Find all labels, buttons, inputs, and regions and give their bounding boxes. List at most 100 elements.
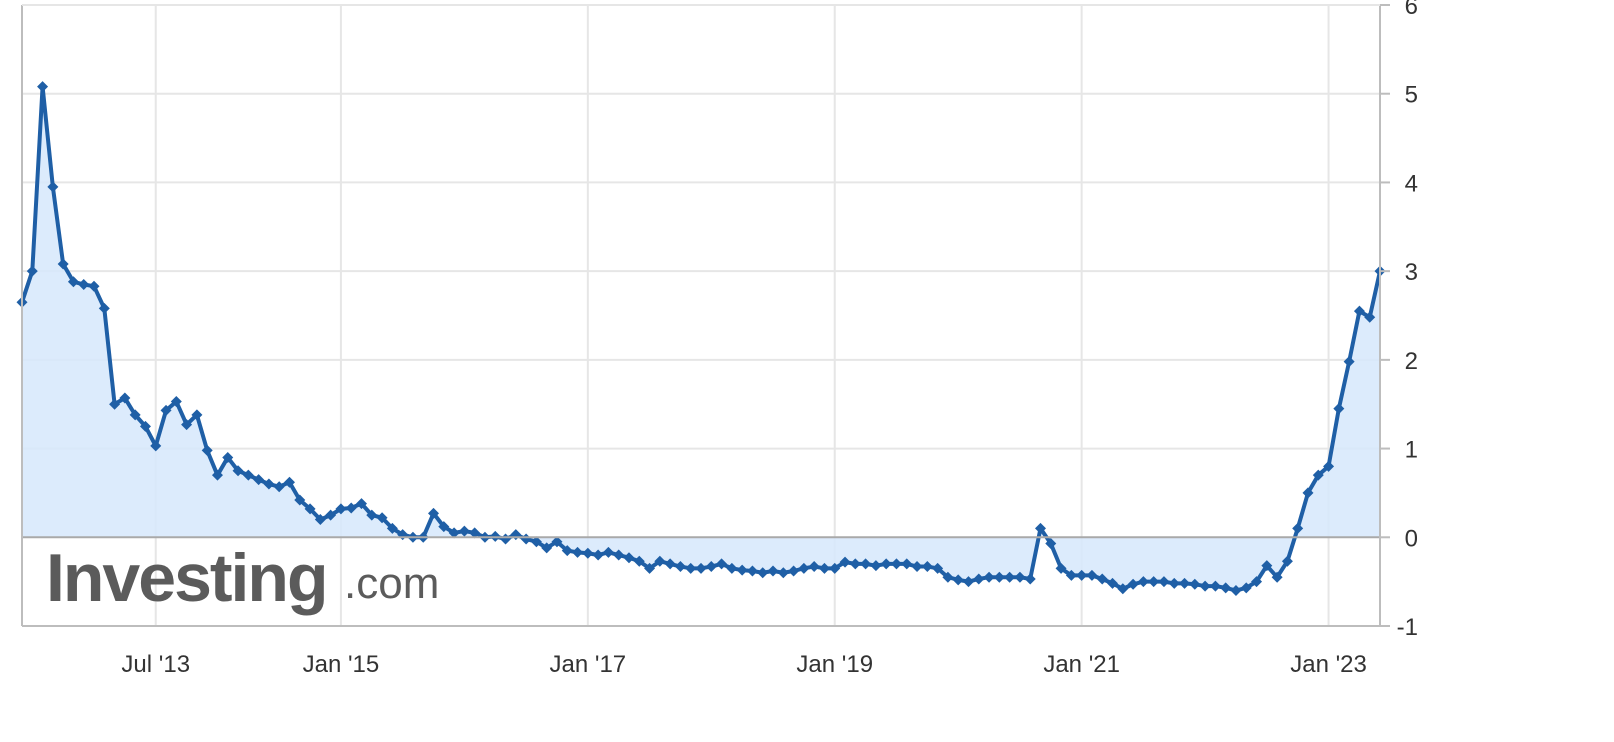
- data-point: [788, 565, 800, 577]
- data-point: [201, 444, 213, 456]
- data-point: [911, 561, 923, 573]
- data-point: [57, 258, 69, 270]
- data-point: [458, 525, 470, 537]
- area-fill-path: [22, 86, 1380, 591]
- data-point: [1045, 537, 1057, 549]
- data-point: [222, 451, 234, 463]
- data-point: [561, 545, 573, 557]
- data-point: [860, 558, 872, 570]
- data-point: [1251, 576, 1263, 588]
- data-point: [592, 549, 604, 561]
- x-tick-label: Jan '17: [550, 651, 627, 678]
- data-point: [438, 521, 450, 533]
- y-tick-label: -1: [1397, 614, 1418, 641]
- data-point: [345, 502, 357, 514]
- y-tick-label: 2: [1405, 348, 1418, 375]
- data-point: [1024, 573, 1036, 585]
- data-point: [139, 420, 151, 432]
- data-point: [1261, 560, 1273, 572]
- x-axis-tick-labels: Jul '13 Jan '15 Jan '17 Jan '19 Jan '21 Jan '…: [121, 651, 1366, 678]
- data-point: [623, 552, 635, 564]
- data-point: [129, 409, 141, 421]
- y-tick-label: 3: [1405, 259, 1418, 286]
- data-point: [829, 562, 841, 574]
- data-point: [67, 276, 79, 288]
- data-point: [1076, 569, 1088, 581]
- data-point: [890, 558, 902, 570]
- watermark-suffix: .com: [344, 559, 439, 608]
- data-point: [386, 522, 398, 534]
- data-point: [1230, 585, 1242, 597]
- data-point: [839, 556, 851, 568]
- data-point: [582, 547, 594, 559]
- data-point: [767, 565, 779, 577]
- data-point: [818, 562, 830, 574]
- data-point: [901, 558, 913, 570]
- data-point: [798, 562, 810, 574]
- data-point: [1240, 582, 1252, 594]
- data-point: [253, 474, 265, 486]
- data-point: [1292, 522, 1304, 534]
- data-point: [211, 469, 223, 481]
- data-point: [510, 529, 522, 541]
- data-point: [973, 573, 985, 585]
- data-point: [716, 558, 728, 570]
- data-point: [736, 564, 748, 576]
- data-point: [366, 509, 378, 521]
- data-point: [273, 481, 285, 493]
- data-point: [448, 527, 460, 539]
- data-point: [1127, 578, 1139, 590]
- data-point: [181, 419, 193, 431]
- data-point: [1148, 576, 1160, 588]
- data-point: [1065, 569, 1077, 581]
- data-point: [314, 514, 326, 526]
- data-point: [1179, 577, 1191, 589]
- data-point: [1055, 562, 1067, 574]
- data-point: [1364, 311, 1376, 323]
- data-point: [1220, 582, 1232, 594]
- watermark-brand: Investing: [46, 540, 327, 616]
- data-point: [983, 571, 995, 583]
- data-point: [469, 527, 481, 539]
- data-point: [1168, 577, 1180, 589]
- data-point: [613, 549, 625, 561]
- data-point: [1137, 576, 1149, 588]
- data-point: [500, 533, 512, 545]
- data-point: [1014, 571, 1026, 583]
- data-point: [952, 574, 964, 586]
- data-point: [1353, 305, 1365, 317]
- data-point: [1158, 576, 1170, 588]
- x-tick-label: Jan '19: [796, 651, 873, 678]
- data-point: [170, 396, 182, 408]
- data-point: [849, 558, 861, 570]
- data-point: [232, 465, 244, 477]
- data-point: [572, 546, 584, 558]
- data-point: [1209, 580, 1221, 592]
- data-point: [263, 478, 275, 490]
- data-point: [777, 567, 789, 579]
- data-point: [356, 498, 367, 510]
- y-axis-tick-labels: -1 0 1 2 3 4 5 6: [1397, 0, 1418, 641]
- data-point: [962, 576, 974, 588]
- y-tick-label: 5: [1405, 82, 1418, 109]
- data-point: [1333, 403, 1345, 415]
- data-point: [26, 265, 38, 277]
- investing-watermark-logo: Investing .com: [46, 540, 439, 616]
- data-point: [674, 561, 686, 573]
- data-point: [242, 469, 254, 481]
- data-point: [757, 567, 769, 579]
- data-point: [1302, 487, 1314, 499]
- data-point: [870, 560, 882, 572]
- data-point: [921, 561, 933, 573]
- data-point: [150, 440, 162, 452]
- x-tick-label: Jan '15: [303, 651, 380, 678]
- data-point: [654, 555, 666, 567]
- x-tick-label: Jul '13: [121, 651, 190, 678]
- data-point: [551, 536, 563, 548]
- data-point: [1004, 571, 1016, 583]
- y-tick-label: 0: [1405, 525, 1418, 552]
- data-point: [1281, 555, 1293, 567]
- data-point: [1271, 571, 1283, 583]
- data-point: [602, 546, 614, 558]
- data-point: [932, 562, 944, 574]
